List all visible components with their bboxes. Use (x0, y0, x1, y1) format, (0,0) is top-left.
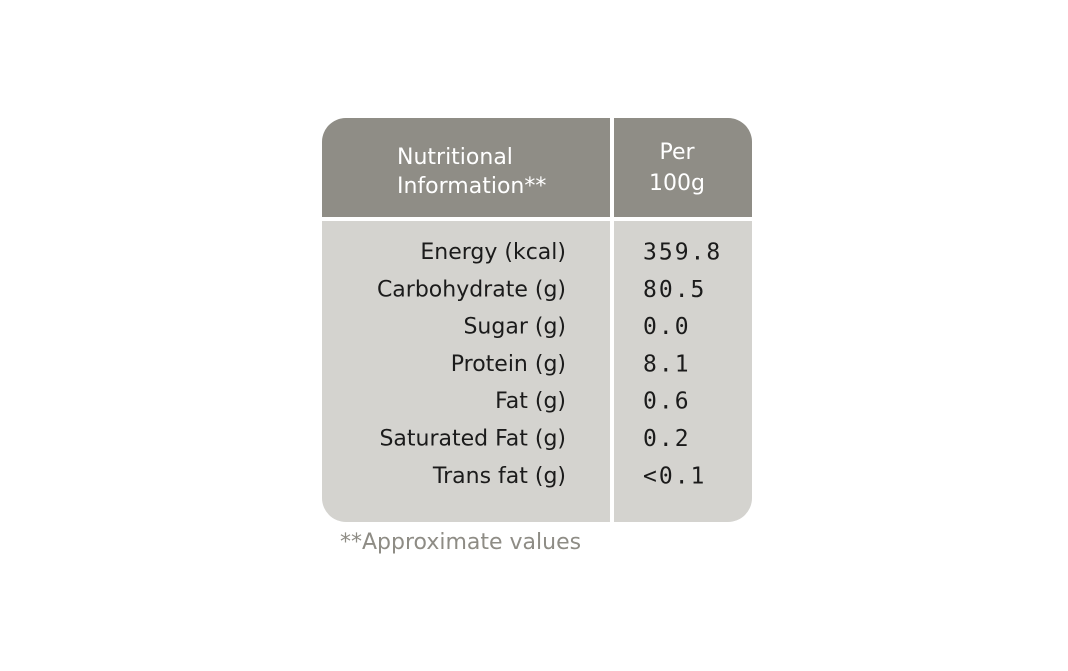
header-divider (322, 217, 752, 221)
header-title: Information** (397, 174, 546, 199)
row-label: Saturated Fat (g) (379, 427, 566, 452)
footnote: **Approximate values (340, 530, 581, 555)
row-value: 0.0 (643, 314, 691, 340)
row-value: <0.1 (643, 463, 706, 489)
header-unit: 100g (649, 171, 705, 196)
table-rows: Energy (kcal) 359.8 Carbohydrate (g) 80.5 Su… (377, 240, 722, 490)
row-label: Protein (g) (451, 352, 566, 377)
row-value: 359.8 (643, 240, 722, 266)
column-divider (610, 118, 614, 522)
row-label: Fat (g) (495, 389, 566, 414)
row-label: Trans fat (g) (432, 464, 566, 489)
row-value: 0.2 (643, 426, 691, 452)
row-label: Sugar (g) (463, 315, 566, 340)
header-unit: Per (659, 140, 695, 165)
row-value: 0.6 (643, 389, 691, 415)
row-label: Carbohydrate (g) (377, 277, 566, 302)
row-label: Energy (kcal) (420, 240, 566, 265)
table-header-bg (322, 118, 752, 218)
row-value: 8.1 (643, 351, 691, 377)
row-value: 80.5 (643, 277, 706, 303)
header-title: Nutritional (397, 145, 513, 170)
table-frame (322, 118, 752, 522)
